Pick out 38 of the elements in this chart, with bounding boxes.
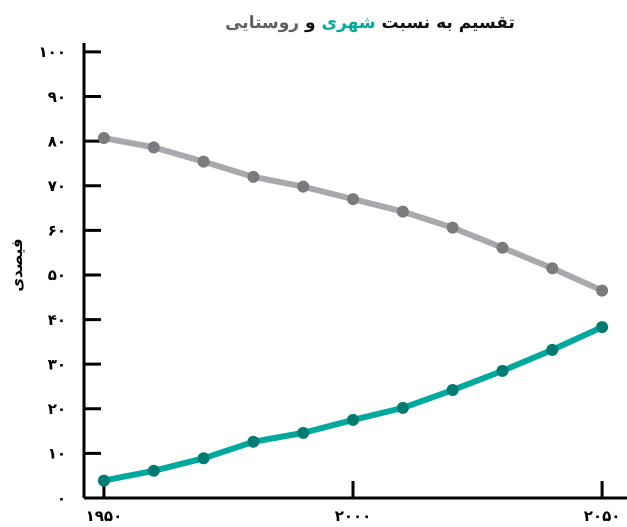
point: [396, 402, 409, 414]
y-tick-label: ۴۰: [48, 310, 66, 329]
x-tick-label: ۲۰۰۰: [334, 507, 372, 525]
point: [496, 364, 508, 377]
point: [98, 474, 110, 487]
point: [297, 426, 310, 439]
y-tick-label: ۷۰: [48, 176, 66, 195]
point: [546, 344, 558, 356]
x-tick-label: ۱۹۵۰: [86, 507, 122, 525]
y-axis-title: فیصدی: [8, 238, 26, 292]
y-tick-label: ۶۰: [48, 222, 66, 240]
y-tick-label: ۸۰: [48, 132, 66, 150]
x-tick-label: ۲۰۵۰: [584, 507, 620, 525]
y-tick-label: ۲۰: [48, 400, 66, 418]
y-tick-label: ۱۰: [48, 444, 66, 463]
point: [297, 180, 310, 193]
point: [396, 206, 409, 218]
y-tick-label: ۱۰۰: [38, 43, 66, 62]
y-tick-label: ۹۰: [48, 88, 66, 106]
point: [446, 384, 459, 396]
point: [98, 132, 110, 144]
point: [596, 284, 608, 297]
point: [347, 193, 360, 206]
point: [198, 452, 210, 464]
point: [496, 242, 508, 254]
point: [148, 464, 160, 477]
chart-title: تقسیم به نسبت شهری و روستایی: [225, 13, 515, 33]
y-tick-label: ۳۰: [48, 355, 66, 374]
y-tick-label: ۵۰: [48, 266, 66, 284]
point: [446, 222, 459, 234]
point: [347, 414, 360, 426]
point: [198, 156, 210, 168]
point: [596, 321, 608, 334]
point: [148, 141, 160, 154]
point: [546, 262, 558, 274]
y-tick-label: ۰: [56, 489, 66, 508]
point: [247, 170, 260, 183]
point: [247, 436, 260, 448]
